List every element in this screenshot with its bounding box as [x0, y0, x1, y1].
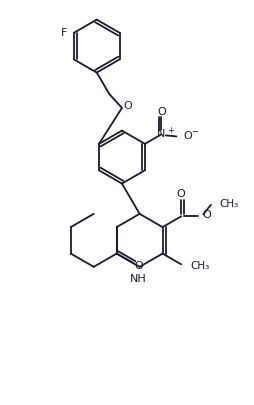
Text: +: + — [167, 126, 174, 134]
Text: O: O — [123, 101, 132, 111]
Text: O: O — [202, 210, 211, 220]
Text: F: F — [61, 28, 68, 38]
Text: O: O — [135, 262, 143, 271]
Text: O: O — [183, 131, 192, 141]
Text: CH₃: CH₃ — [220, 198, 239, 209]
Text: −: − — [191, 128, 198, 136]
Text: O: O — [157, 107, 166, 117]
Text: NH: NH — [130, 275, 147, 284]
Text: CH₃: CH₃ — [190, 260, 209, 271]
Text: O: O — [177, 189, 185, 199]
Text: N: N — [157, 129, 165, 139]
